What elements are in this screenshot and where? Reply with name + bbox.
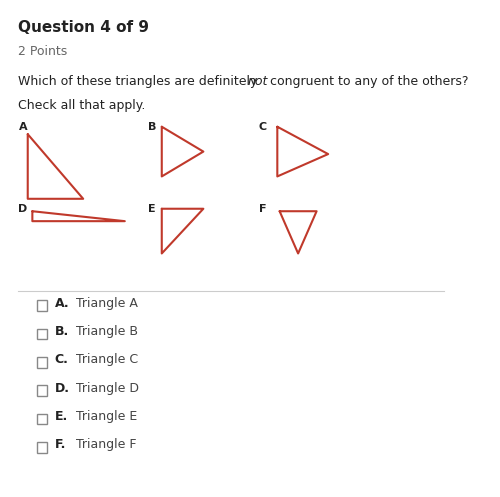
Text: Which of these triangles are definitely: Which of these triangles are definitely	[18, 75, 262, 87]
Text: A.: A.	[54, 297, 69, 310]
Text: Triangle F: Triangle F	[76, 438, 137, 451]
Text: not: not	[248, 75, 268, 87]
Text: Triangle D: Triangle D	[76, 382, 140, 395]
Text: C.: C.	[54, 353, 68, 366]
Text: F.: F.	[54, 438, 66, 451]
Bar	[37, 414, 47, 424]
Text: B.: B.	[54, 325, 69, 338]
Bar	[37, 357, 47, 368]
Text: A: A	[18, 122, 27, 132]
Text: F: F	[259, 204, 266, 214]
Text: Triangle A: Triangle A	[76, 297, 138, 310]
Text: C: C	[259, 122, 267, 132]
Bar	[37, 329, 47, 339]
Text: E.: E.	[54, 410, 68, 423]
Text: B: B	[148, 122, 156, 132]
Text: E: E	[148, 204, 156, 214]
Text: Triangle B: Triangle B	[76, 325, 138, 338]
Text: Question 4 of 9: Question 4 of 9	[18, 20, 150, 35]
Text: D.: D.	[54, 382, 70, 395]
Text: Triangle C: Triangle C	[76, 353, 138, 366]
Text: 2 Points: 2 Points	[18, 45, 68, 58]
Text: congruent to any of the others?: congruent to any of the others?	[266, 75, 468, 87]
Text: D: D	[18, 204, 28, 214]
Bar	[37, 442, 47, 453]
Text: Check all that apply.: Check all that apply.	[18, 99, 146, 112]
Text: Triangle E: Triangle E	[76, 410, 138, 423]
Bar	[37, 300, 47, 311]
Bar	[37, 385, 47, 396]
